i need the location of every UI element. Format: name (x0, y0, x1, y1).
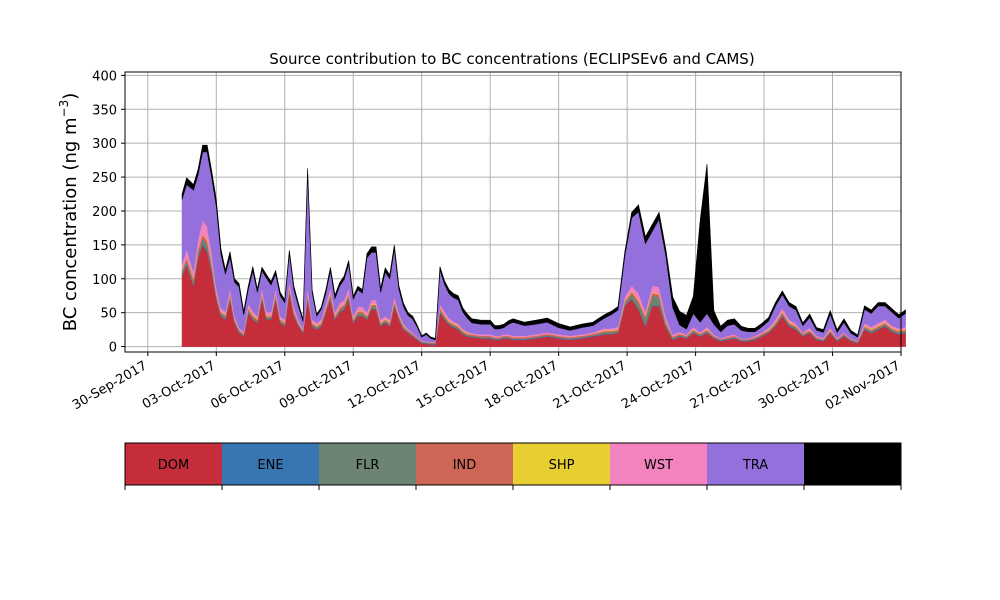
x-tick-label-9: 27-Oct-2017 (688, 358, 766, 412)
y-tick-label-3: 150 (92, 239, 117, 254)
legend-label-ene: ENE (257, 458, 283, 473)
y-tick-label-8: 400 (92, 69, 117, 84)
legend-label-ind: IND (453, 458, 477, 473)
legend-swatch-wst (610, 443, 708, 485)
area-bb (181, 144, 906, 341)
x-tick-label-1: 03-Oct-2017 (140, 358, 218, 412)
legend-label-wst: WST (644, 458, 673, 473)
legend-swatch-flr (319, 443, 417, 485)
legend-swatch-ene (222, 443, 320, 485)
legend-label-bb: BB (844, 458, 862, 473)
chart-title: Source contribution to BC concentrations… (269, 50, 754, 68)
y-tick-label-1: 50 (100, 307, 117, 322)
x-tick-label-0: 30-Sep-2017 (70, 358, 150, 413)
legend-label-flr: FLR (356, 458, 380, 473)
legend-swatch-ind (416, 443, 514, 485)
legend-colorbar: DOM ENE FLR IND SHP WST TRA BB (124, 442, 902, 490)
stacked-areas (181, 144, 906, 347)
legend-label-shp: SHP (549, 458, 575, 473)
axes-frame (124, 71, 902, 353)
y-tick-label-4: 200 (92, 205, 117, 220)
x-tick-label-2: 06-Oct-2017 (208, 358, 286, 412)
y-tick-label-0: 0 (109, 341, 117, 356)
legend-swatch-dom (125, 443, 223, 485)
y-tick-label-6: 300 (92, 137, 117, 152)
legend-label-tra: TRA (742, 458, 768, 473)
y-axis: 0 50 100 150 200 250 300 350 400 (92, 69, 125, 356)
legend-swatch-shp (513, 443, 611, 485)
legend-swatch-bb (804, 443, 902, 485)
x-axis: 30-Sep-201703-Oct-201706-Oct-201709-Oct-… (70, 352, 903, 413)
x-tick-label-10: 30-Oct-2017 (756, 358, 834, 412)
legend-swatch-tra (707, 443, 805, 485)
x-tick-label-6: 18-Oct-2017 (482, 358, 560, 412)
y-tick-label-5: 250 (92, 171, 117, 186)
y-axis-label: BC concentration (ng m−3) (57, 93, 81, 332)
legend-label-dom: DOM (158, 458, 189, 473)
x-tick-label-4: 12-Oct-2017 (345, 358, 423, 412)
y-tick-label-7: 350 (92, 103, 117, 118)
x-tick-label-7: 21-Oct-2017 (551, 358, 629, 412)
y-tick-label-2: 100 (92, 273, 117, 288)
x-tick-label-11: 02-Nov-2017 (823, 358, 903, 413)
x-tick-label-3: 09-Oct-2017 (277, 358, 355, 412)
x-tick-label-8: 24-Oct-2017 (619, 358, 697, 412)
x-tick-label-5: 15-Oct-2017 (414, 358, 492, 412)
